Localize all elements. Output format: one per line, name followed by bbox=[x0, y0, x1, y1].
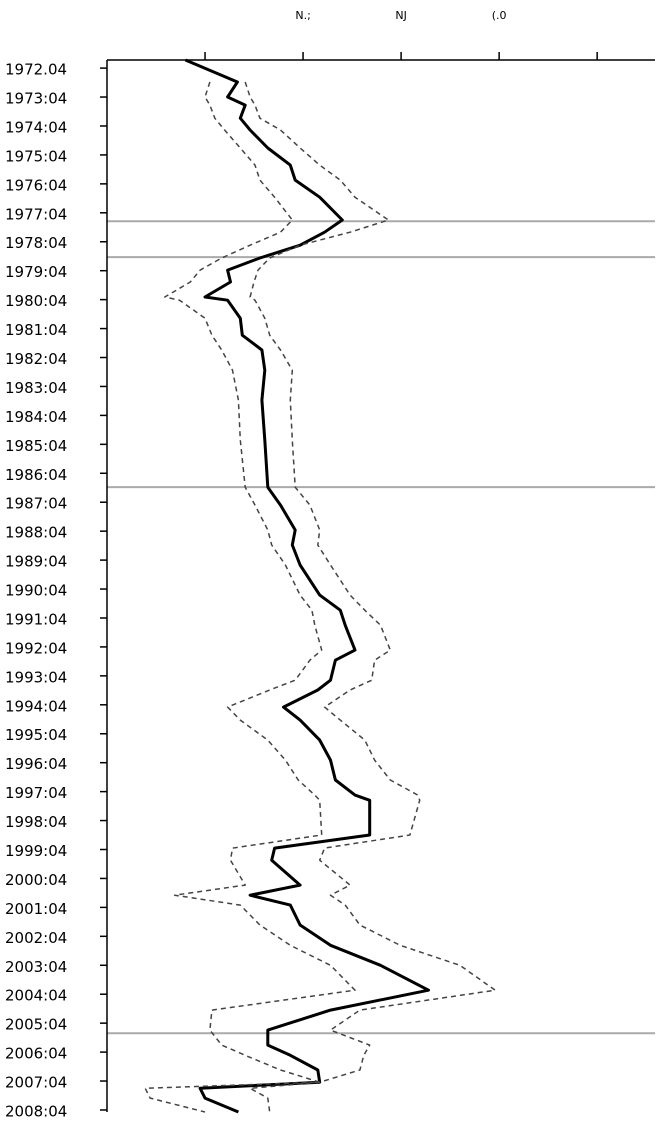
time-tick-label: 2008:04 bbox=[5, 1102, 67, 1120]
time-tick-label: 1997:04 bbox=[5, 784, 67, 802]
time-tick-label: 2003:04 bbox=[5, 958, 67, 976]
main-line bbox=[184, 58, 430, 1114]
band-line bbox=[244, 81, 496, 1113]
time-tick-label: 2004:04 bbox=[5, 987, 67, 1005]
time-tick-label: 1972.04 bbox=[5, 61, 67, 79]
time-tick-label: 1987:04 bbox=[5, 495, 67, 513]
time-tick-label: 1995:04 bbox=[5, 726, 67, 744]
value-tick-label: NJ bbox=[395, 9, 406, 22]
time-tick-label: 2006:04 bbox=[5, 1045, 67, 1063]
time-tick-label: 1986:04 bbox=[5, 466, 67, 484]
time-tick-label: 1996:04 bbox=[5, 755, 67, 773]
time-tick-label: 1981:04 bbox=[5, 321, 67, 339]
time-tick-label: 1980:04 bbox=[5, 292, 67, 310]
time-tick-label: 1982:04 bbox=[5, 350, 67, 368]
time-tick-label: 1979:04 bbox=[5, 263, 67, 281]
time-tick-label: 1994:04 bbox=[5, 697, 67, 715]
time-tick-label: 2007:04 bbox=[5, 1074, 67, 1092]
time-tick-label: 1985:04 bbox=[5, 437, 67, 455]
time-tick-label: 1977:04 bbox=[5, 205, 67, 223]
time-tick-label: 1998:04 bbox=[5, 813, 67, 831]
time-tick-label: 1993:04 bbox=[5, 668, 67, 686]
time-tick-label: 1976:04 bbox=[5, 176, 67, 194]
time-tick-label: 1978:04 bbox=[5, 234, 67, 252]
time-tick-label: 1988:04 bbox=[5, 524, 67, 542]
time-tick-label: 1984:04 bbox=[5, 408, 67, 426]
time-tick-label: 2000:04 bbox=[5, 871, 67, 889]
time-tick-label: 1989:04 bbox=[5, 553, 67, 571]
time-tick-label: 1983:04 bbox=[5, 379, 67, 397]
time-tick-label: 2002:04 bbox=[5, 929, 67, 947]
time-tick-label: 1999:04 bbox=[5, 842, 67, 860]
time-tick-label: 1975:04 bbox=[5, 147, 67, 165]
time-tick-label: 1991:04 bbox=[5, 610, 67, 628]
value-tick-label: (.0 bbox=[492, 9, 507, 22]
time-tick-label: 1990:04 bbox=[5, 582, 67, 600]
value-tick-label: N.; bbox=[295, 9, 310, 22]
time-tick-label: 1974:04 bbox=[5, 118, 67, 136]
time-tick-label: 2005:04 bbox=[5, 1016, 67, 1034]
time-tick-label: 2001:04 bbox=[5, 900, 67, 918]
time-tick-label: 1973:04 bbox=[5, 90, 67, 108]
time-tick-label: 1992:04 bbox=[5, 639, 67, 657]
